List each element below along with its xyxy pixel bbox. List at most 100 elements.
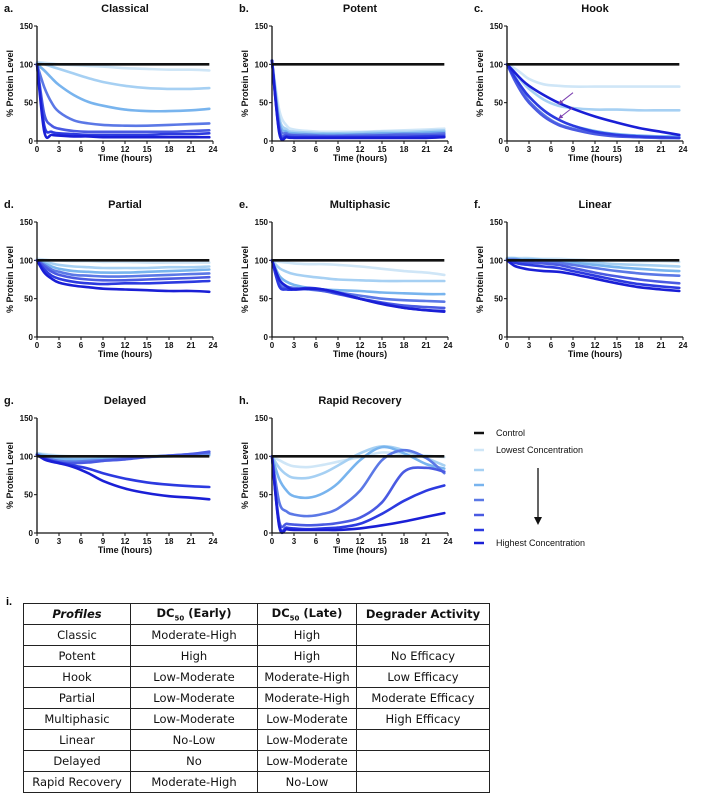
series-line-2 xyxy=(270,259,446,283)
panel-title: Linear xyxy=(578,199,612,211)
x-tick-label: 6 xyxy=(314,537,319,546)
series-line-5 xyxy=(270,455,446,529)
series-line-7 xyxy=(270,59,446,142)
x-tick-label: 24 xyxy=(444,145,453,154)
x-tick-label: 12 xyxy=(356,341,365,350)
x-tick-label: 18 xyxy=(165,341,174,350)
table-cell: Low-Moderate xyxy=(130,687,258,709)
series-line-6 xyxy=(35,63,211,137)
x-tick-label: 24 xyxy=(679,341,688,350)
table-cell: Low-Moderate xyxy=(130,666,258,688)
x-tick-label: 12 xyxy=(121,537,130,546)
panel-title: Delayed xyxy=(104,395,146,407)
x-tick-label: 12 xyxy=(356,145,365,154)
x-axis-label: Time (hours) xyxy=(98,349,152,359)
x-axis-label: Time (hours) xyxy=(333,153,387,163)
x-tick-label: 6 xyxy=(549,341,554,350)
y-tick-label: 150 xyxy=(20,218,34,227)
hook-arrow-head xyxy=(558,99,564,105)
panel-letter: e. xyxy=(239,199,248,211)
x-tick-label: 9 xyxy=(571,145,576,154)
series-line-6 xyxy=(505,259,681,290)
y-tick-label: 100 xyxy=(20,452,34,461)
table-row: Multiphasic Low-Moderate Low-Moderate High … xyxy=(23,708,490,730)
series-line-5 xyxy=(505,259,681,285)
table-cell: High xyxy=(130,645,258,667)
x-tick-label: 0 xyxy=(270,145,275,154)
panel-title: Classical xyxy=(101,3,149,15)
x-tick-label: 15 xyxy=(378,537,387,546)
x-tick-label: 18 xyxy=(165,145,174,154)
table-cell: No-Low xyxy=(130,729,258,751)
x-tick-label: 18 xyxy=(400,145,409,154)
series-line-6 xyxy=(270,59,446,140)
x-tick-label: 9 xyxy=(101,145,106,154)
series-line-6 xyxy=(270,455,446,533)
concentration-arrow-head xyxy=(534,517,542,525)
y-tick-label: 100 xyxy=(255,60,269,69)
legend: Control Lowest Concentration Highest Conce… xyxy=(474,428,585,548)
y-axis-label: % Protein Level xyxy=(475,50,485,117)
header-dc50-late: DC50 (Late) xyxy=(257,603,357,625)
panel-title: Partial xyxy=(108,199,142,211)
series-line-2 xyxy=(270,59,446,135)
table-cell: Partial xyxy=(23,687,131,709)
panel-title: Rapid Recovery xyxy=(318,395,402,407)
x-tick-label: 18 xyxy=(400,537,409,546)
x-tick-label: 9 xyxy=(101,341,106,350)
table-cell: Low-Moderate xyxy=(130,708,258,730)
x-tick-label: 0 xyxy=(270,537,275,546)
series-line-7 xyxy=(35,453,211,501)
x-tick-label: 21 xyxy=(657,145,666,154)
y-tick-label: 0 xyxy=(29,333,34,342)
x-tick-label: 3 xyxy=(527,145,532,154)
table-cell: Multiphasic xyxy=(23,708,131,730)
table-cell: Low-Moderate xyxy=(257,750,357,772)
series-line-4 xyxy=(35,259,211,278)
hook-arrow-head xyxy=(558,114,564,119)
panel-title: Potent xyxy=(343,3,378,15)
y-tick-label: 0 xyxy=(499,333,504,342)
table-cell: Moderate-High xyxy=(257,666,357,688)
panel-letter: g. xyxy=(4,395,14,407)
y-tick-label: 150 xyxy=(490,22,504,31)
series-line-3 xyxy=(270,59,446,136)
series-line-4 xyxy=(270,448,446,518)
table-cell: Rapid Recovery xyxy=(23,771,131,793)
x-tick-label: 15 xyxy=(143,537,152,546)
legend-label-lowest: Lowest Concentration xyxy=(496,445,583,455)
x-tick-label: 21 xyxy=(187,145,196,154)
table-label: i. xyxy=(6,596,13,608)
chart-panel-hook: c. Hook % Protein Level Time (hours) 0 50 100 1… xyxy=(474,3,688,163)
y-tick-label: 50 xyxy=(24,295,33,304)
series-line-4 xyxy=(35,63,211,128)
series-line-7 xyxy=(505,259,681,293)
x-tick-label: 3 xyxy=(57,145,62,154)
x-tick-label: 12 xyxy=(121,341,130,350)
x-tick-label: 6 xyxy=(314,145,319,154)
x-tick-label: 24 xyxy=(444,537,453,546)
x-tick-label: 15 xyxy=(378,145,387,154)
table-cell: Potent xyxy=(23,645,131,667)
y-tick-label: 100 xyxy=(255,452,269,461)
y-axis-label: % Protein Level xyxy=(475,246,485,313)
y-tick-label: 100 xyxy=(20,256,34,265)
series-line-5 xyxy=(35,63,211,134)
chart-panel-multiphasic: e. Multiphasic % Protein Level Time (hours)… xyxy=(239,199,453,359)
table-row: Classic Moderate-High High xyxy=(23,624,490,646)
series-line-6 xyxy=(35,259,211,286)
x-tick-label: 21 xyxy=(187,537,196,546)
panel-letter: f. xyxy=(474,199,481,211)
x-axis-label: Time (hours) xyxy=(98,153,152,163)
x-tick-label: 24 xyxy=(209,341,218,350)
x-tick-label: 18 xyxy=(635,341,644,350)
panel-title: Hook xyxy=(581,3,609,15)
x-tick-label: 6 xyxy=(549,145,554,154)
y-tick-label: 50 xyxy=(494,295,503,304)
table-cell: High xyxy=(257,624,357,646)
x-tick-label: 0 xyxy=(505,145,510,154)
panel-letter: h. xyxy=(239,395,249,407)
x-tick-label: 0 xyxy=(35,341,40,350)
table-cell: High xyxy=(257,645,357,667)
x-tick-label: 12 xyxy=(591,145,600,154)
